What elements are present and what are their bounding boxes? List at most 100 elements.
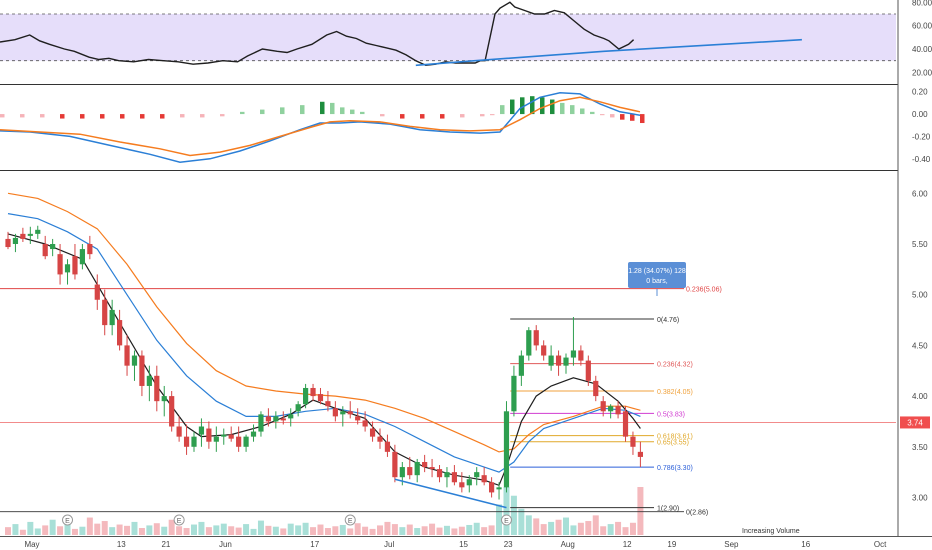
volume-bar — [243, 524, 250, 535]
candle-body — [236, 436, 242, 447]
candle-body — [585, 360, 591, 381]
candle-body — [622, 411, 629, 437]
volume-bar — [71, 528, 78, 535]
rsi-band — [0, 14, 896, 61]
candle-body — [303, 387, 309, 405]
measure-box-line1: 1.28 (34.07%) 128 — [628, 268, 686, 275]
candle-body — [124, 345, 130, 366]
candle-body — [548, 355, 554, 366]
candle-body — [555, 355, 562, 366]
candle-body — [139, 355, 145, 386]
candle-body — [563, 357, 569, 366]
fib-level-label: 0.786(3.30) — [657, 465, 693, 472]
macd-histogram-bar — [570, 105, 575, 115]
volume-bar — [592, 515, 599, 535]
macd-histogram-bar — [360, 111, 365, 115]
time-tick-label: Aug — [561, 540, 575, 549]
volume-bar — [347, 528, 354, 535]
volume-bar — [101, 521, 108, 535]
macd-histogram-bar — [40, 114, 45, 118]
macd-tick-label: -0.40 — [912, 155, 931, 164]
candle-body — [146, 375, 152, 386]
candle-body — [117, 320, 123, 346]
earnings-marker-label: E — [504, 518, 509, 525]
volume-bar — [615, 521, 622, 535]
price-tick-label: 3.50 — [912, 443, 928, 452]
volume-bar — [161, 526, 168, 535]
volume-bar — [384, 521, 391, 535]
volume-bar — [287, 523, 294, 535]
volume-bar — [5, 527, 11, 535]
volume-bar — [577, 522, 584, 535]
candle-body — [325, 401, 331, 407]
candle-body — [593, 380, 599, 397]
macd-histogram-bar — [280, 107, 285, 115]
macd-histogram-bar — [420, 114, 425, 119]
candle-body — [273, 416, 279, 422]
macd-histogram-bar — [540, 97, 545, 115]
candle-body — [250, 431, 257, 437]
volume-bar — [310, 527, 317, 535]
time-tick-label: 15 — [459, 540, 468, 549]
macd-tick-label: -0.20 — [912, 132, 931, 141]
volume-bar — [220, 523, 227, 535]
volume-bar — [555, 519, 562, 535]
macd-histogram-bar — [20, 114, 25, 118]
volume-bar — [324, 528, 331, 535]
rsi-panel — [0, 1, 896, 67]
candle-body — [384, 441, 391, 452]
volume-bar — [607, 524, 614, 535]
volume-bar — [250, 528, 257, 535]
volume-bar — [510, 495, 517, 535]
volume-bar — [94, 523, 101, 535]
volume-bar — [414, 528, 421, 535]
time-tick-label: 21 — [161, 540, 170, 549]
macd-tick-label: 0.00 — [912, 110, 928, 119]
time-tick-label: Sep — [724, 540, 739, 549]
price-tick-label: 5.50 — [912, 240, 928, 249]
candle-body — [102, 299, 108, 326]
candle-body — [161, 396, 167, 402]
red-level-label: 0.236(5.06) — [686, 287, 722, 294]
candle-body — [280, 418, 286, 421]
candle-body — [295, 404, 301, 412]
macd-histogram-bar — [530, 96, 535, 115]
candle-body — [637, 451, 643, 457]
candle-body — [169, 396, 175, 427]
rsi-tick-label: 40.00 — [912, 45, 932, 54]
volume-bar — [228, 526, 235, 535]
earnings-marker — [344, 514, 356, 526]
volume-bar — [443, 525, 450, 535]
volume-bar — [629, 522, 636, 535]
candle-body — [511, 375, 517, 412]
price-tick-label: 5.00 — [912, 291, 928, 300]
volume-bar — [109, 527, 116, 535]
candle-body — [533, 330, 539, 346]
earnings-marker-label: E — [65, 518, 70, 525]
time-tick-label: 19 — [667, 540, 676, 549]
candle-body — [310, 387, 316, 397]
candle-body — [213, 436, 219, 442]
measure-box-line2: 0 bars, — [646, 278, 667, 285]
candle-body — [42, 244, 48, 257]
macd-histogram-bar — [600, 114, 605, 116]
volume-bar — [339, 524, 346, 535]
current-price-badge-label: 3.74 — [907, 418, 923, 427]
macd-histogram-bar — [640, 114, 645, 124]
fib-level-label: 1(2.90) — [657, 506, 679, 513]
candle-body — [518, 355, 524, 376]
candle-body — [258, 414, 264, 432]
candle-body — [332, 408, 338, 417]
volume-bar — [146, 525, 153, 535]
candle-body — [377, 436, 383, 442]
fib-level-label: 0.5(3.83) — [657, 411, 685, 418]
candle-body — [444, 472, 450, 478]
macd-histogram-bar — [260, 109, 265, 115]
rsi-tick-label: 80.00 — [912, 0, 932, 7]
candle-body — [221, 434, 227, 437]
volume-bar — [168, 519, 175, 535]
price-panel: 0.236(5.06) 0(4.76) 0.236(4.32) 0.382(4.05)… — [0, 192, 896, 535]
volume-bar — [295, 525, 302, 535]
ema-blue-line — [7, 213, 641, 473]
